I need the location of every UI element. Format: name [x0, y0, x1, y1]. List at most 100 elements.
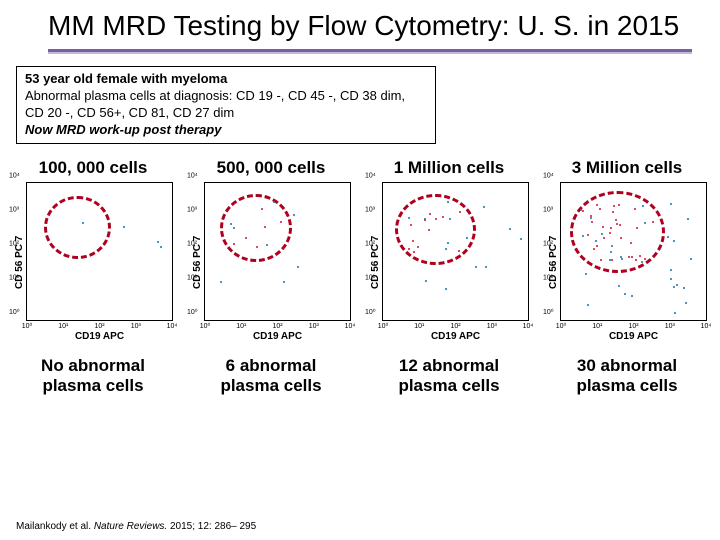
- caption-line: plasma cells: [398, 376, 499, 396]
- x-tick: 10¹: [592, 323, 602, 330]
- plot-column: 100, 000 cellsCD 56 PC 710⁰10⁰10¹10¹10²1…: [6, 158, 180, 397]
- y-tick: 10⁴: [543, 172, 554, 179]
- scatter-plot: CD 56 PC 710⁰10⁰10¹10¹10²10²10³10³10⁴10⁴…: [547, 182, 707, 342]
- data-point: [690, 258, 692, 260]
- plot-header: 1 Million cells: [394, 158, 505, 178]
- y-tick: 10⁴: [187, 172, 198, 179]
- y-tick: 10³: [9, 206, 19, 213]
- data-point: [256, 246, 258, 248]
- case-description-box: 53 year old female with myeloma Abnormal…: [16, 66, 436, 144]
- data-point: [466, 237, 468, 239]
- data-point: [428, 229, 430, 231]
- data-point: [628, 256, 630, 258]
- case-line-2: Abnormal plasma cells at diagnosis: CD 1…: [25, 88, 427, 122]
- data-point: [160, 246, 162, 248]
- data-point: [620, 237, 622, 239]
- y-tick: 10³: [365, 206, 375, 213]
- x-tick: 10⁰: [22, 322, 33, 330]
- x-tick: 10⁰: [556, 322, 567, 330]
- data-point: [644, 222, 646, 224]
- chart-area: 10⁰10⁰10¹10¹10²10²10³10³10⁴10⁴: [26, 182, 173, 321]
- caption-line: 30 abnormal: [576, 356, 677, 376]
- plots-row: 100, 000 cellsCD 56 PC 710⁰10⁰10¹10¹10²1…: [6, 158, 714, 397]
- data-point: [220, 281, 222, 283]
- caption-line: plasma cells: [41, 376, 145, 396]
- title-underline: [48, 49, 692, 52]
- data-point: [601, 233, 603, 235]
- citation-rest: 2015; 12: 286– 295: [170, 521, 256, 532]
- x-tick: 10²: [272, 323, 282, 330]
- x-tick: 10⁰: [200, 322, 211, 330]
- caption-line: plasma cells: [576, 376, 677, 396]
- gate-circle: [570, 191, 666, 273]
- data-point: [520, 238, 522, 240]
- data-point: [283, 281, 285, 283]
- x-tick: 10²: [450, 323, 460, 330]
- y-tick: 10⁰: [9, 308, 20, 316]
- caption-line: No abnormal: [41, 356, 145, 376]
- x-tick: 10¹: [414, 323, 424, 330]
- x-tick: 10³: [131, 323, 141, 330]
- data-point: [590, 215, 592, 217]
- gate-circle: [395, 194, 476, 265]
- data-point: [685, 302, 687, 304]
- citation-journal: Nature Reviews.: [94, 521, 167, 532]
- plot-column: 500, 000 cellsCD 56 PC 710⁰10⁰10¹10¹10²1…: [184, 158, 358, 397]
- y-tick: 10¹: [365, 275, 375, 282]
- y-tick: 10²: [543, 241, 553, 248]
- x-tick: 10¹: [236, 323, 246, 330]
- y-tick: 10³: [187, 206, 197, 213]
- y-tick: 10³: [543, 206, 553, 213]
- data-point: [670, 278, 672, 280]
- data-point: [683, 287, 685, 289]
- data-point: [619, 224, 621, 226]
- data-point: [483, 206, 485, 208]
- data-point: [630, 242, 632, 244]
- title-block: MM MRD Testing by Flow Cytometry: U. S. …: [0, 0, 720, 56]
- data-point: [230, 223, 232, 225]
- case-line-1: 53 year old female with myeloma: [25, 71, 427, 88]
- plot-column: 1 Million cellsCD 56 PC 710⁰10⁰10¹10¹10²…: [362, 158, 536, 397]
- data-point: [417, 246, 419, 248]
- slide-title: MM MRD Testing by Flow Cytometry: U. S. …: [48, 8, 692, 43]
- data-point: [408, 217, 410, 219]
- x-tick: 10⁴: [701, 323, 712, 330]
- data-point: [413, 251, 415, 253]
- caption-line: 6 abnormal: [220, 356, 321, 376]
- x-tick: 10³: [487, 323, 497, 330]
- data-point: [631, 295, 633, 297]
- citation-authors: Mailankody et al.: [16, 521, 91, 532]
- data-point: [587, 234, 589, 236]
- data-point: [641, 261, 643, 263]
- data-point: [261, 208, 263, 210]
- y-tick: 10²: [187, 241, 197, 248]
- x-tick: 10²: [628, 323, 638, 330]
- scatter-plot: CD 56 PC 710⁰10⁰10¹10¹10²10²10³10³10⁴10⁴…: [369, 182, 529, 342]
- data-point: [585, 273, 587, 275]
- y-tick: 10¹: [543, 275, 553, 282]
- data-point: [624, 293, 626, 295]
- data-point: [82, 222, 84, 224]
- plot-header: 500, 000 cells: [217, 158, 326, 178]
- y-tick: 10¹: [9, 275, 19, 282]
- caption-line: plasma cells: [220, 376, 321, 396]
- data-point: [123, 226, 125, 228]
- y-tick: 10⁴: [9, 172, 20, 179]
- chart-area: 10⁰10⁰10¹10¹10²10²10³10³10⁴10⁴: [204, 182, 351, 321]
- data-point: [687, 218, 689, 220]
- chart-area: 10⁰10⁰10¹10¹10²10²10³10³10⁴10⁴: [382, 182, 529, 321]
- gate-circle: [220, 194, 293, 263]
- x-tick: 10¹: [58, 323, 68, 330]
- x-axis-label: CD19 APC: [26, 331, 173, 342]
- data-point: [424, 218, 426, 220]
- data-point: [618, 285, 620, 287]
- data-point: [297, 266, 299, 268]
- data-point: [458, 250, 460, 252]
- data-point: [425, 280, 427, 282]
- data-point: [447, 242, 449, 244]
- data-point: [408, 248, 410, 250]
- data-point: [670, 203, 672, 205]
- y-tick: 10⁴: [365, 172, 376, 179]
- x-tick: 10³: [309, 323, 319, 330]
- data-point: [667, 236, 669, 238]
